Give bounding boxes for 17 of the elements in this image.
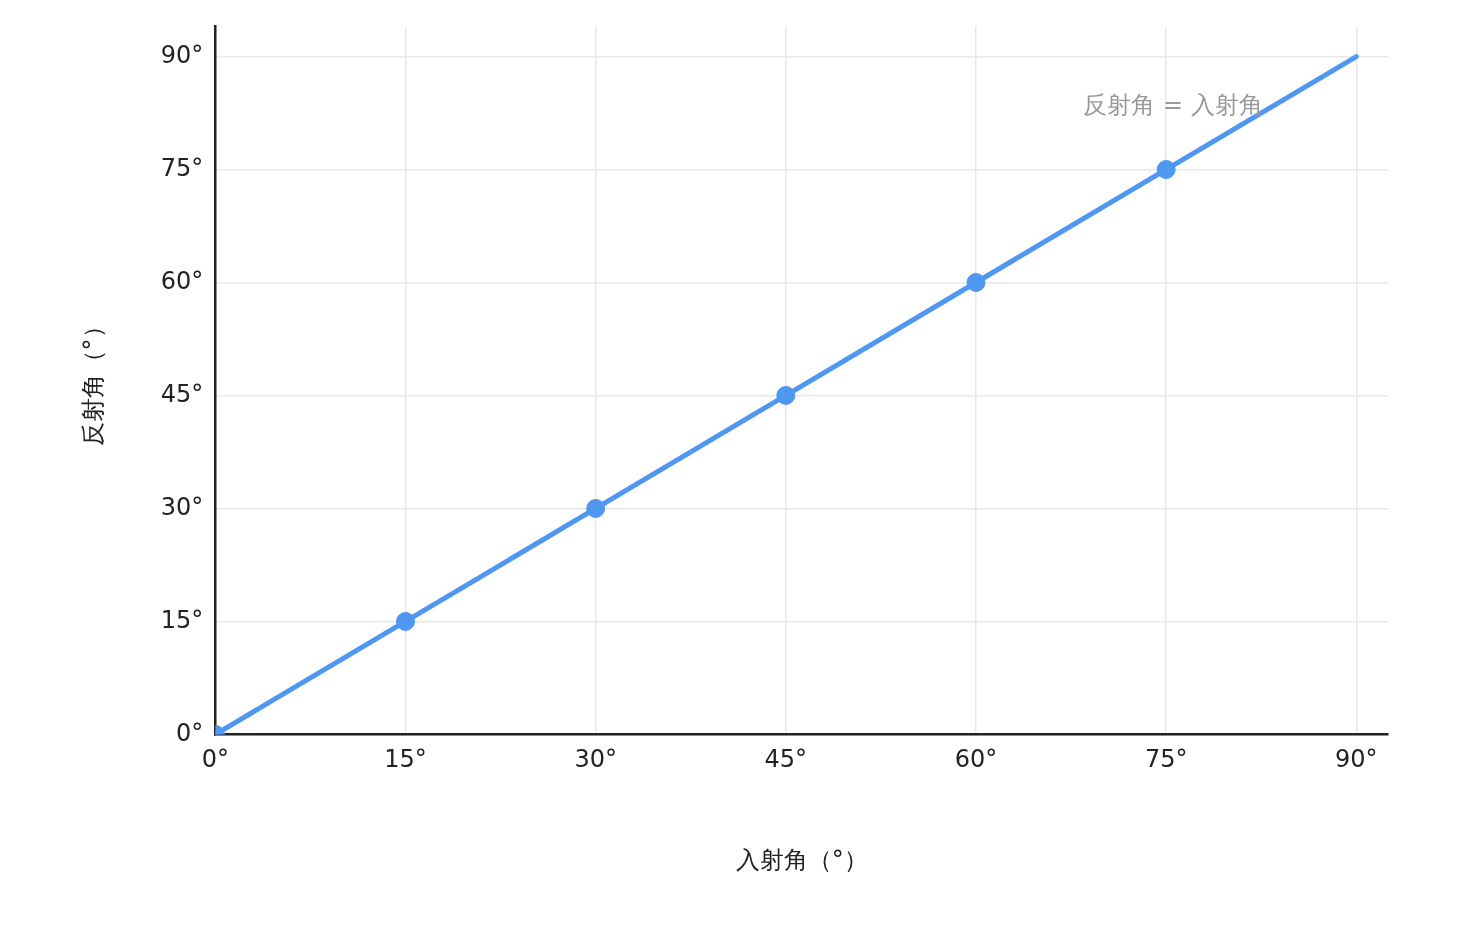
x-tick-label: 75° [1144,745,1188,774]
y-tick-label: 90° [160,40,204,69]
x-tick-label: 45° [764,745,808,774]
x-tick-label: 30° [574,745,617,774]
y-tick-label: 75° [160,153,204,182]
x-tick-label: 90° [1335,745,1378,774]
y-tick-label: 15° [160,605,204,634]
annotation: 反射角 = 入射角 [1083,90,1263,119]
x-tick-label: 60° [954,745,998,774]
y-tick-label: 0° [176,718,204,747]
x-axis-title: 入射角（°） [735,845,868,874]
x-tick-label: 15° [384,745,427,774]
y-axis-title: 反射角（°） [78,314,107,447]
x-tick-label: 0° [201,745,229,774]
y-tick-label: 30° [160,492,204,521]
y-tick-label: 60° [160,266,204,295]
y-tick-label: 45° [160,379,204,408]
